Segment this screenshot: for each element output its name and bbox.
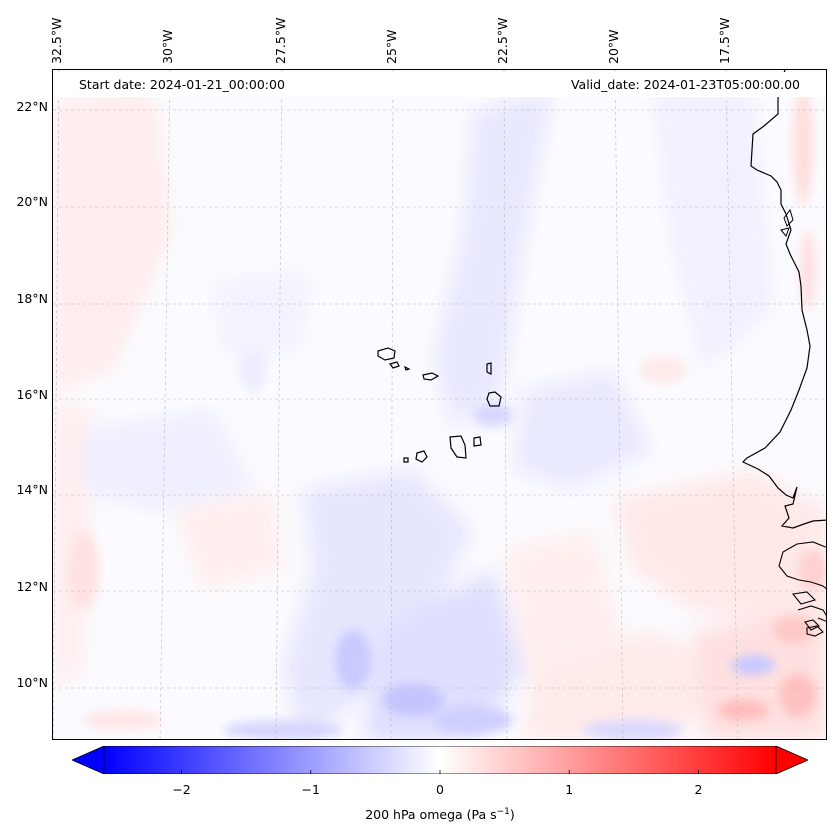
canary-coast-detail <box>780 208 794 237</box>
colorbar-extend-high <box>775 746 808 774</box>
omega-field <box>53 70 826 739</box>
colorbar-ramp <box>103 746 777 774</box>
lon-tick-label: 27.5°W <box>273 17 288 64</box>
colorbar-tick-label: 1 <box>565 782 574 797</box>
lat-tick-label: 20°N <box>16 194 48 209</box>
colorbar-tick-label: 2 <box>694 782 703 797</box>
lon-tick-label: 30°W <box>160 29 175 64</box>
guinea-bissau-coast <box>778 541 826 637</box>
graticule <box>53 70 826 739</box>
african-coastline <box>741 70 826 529</box>
omega-anomalies-fine <box>67 85 826 739</box>
colorbar <box>72 746 808 774</box>
lat-tick-label: 14°N <box>16 482 48 497</box>
lon-tick-label: 22.5°W <box>495 17 510 64</box>
date-header: Start date: 2024-01-21_00:00:00 Valid_da… <box>53 72 826 97</box>
lat-tick-label: 22°N <box>16 99 48 114</box>
lat-tick-label: 18°N <box>16 291 48 306</box>
omega-anomalies-broad <box>53 90 826 739</box>
lon-tick-label: 32.5°W <box>49 17 64 64</box>
colorbar-tick-label: 0 <box>436 782 444 797</box>
colorbar-tick-label: −1 <box>301 782 320 797</box>
lon-tick-label: 20°W <box>606 29 621 64</box>
colorbar-label: 200 hPa omega (Pa s−1) <box>365 807 515 823</box>
start-date-label: Start date: 2024-01-21_00:00:00 <box>79 77 285 92</box>
lat-tick-label: 10°N <box>16 675 48 690</box>
map-panel <box>52 69 827 740</box>
valid-date-label: Valid_date: 2024-01-23T05:00:00.00 <box>570 77 800 92</box>
colorbar-tick-label: −2 <box>172 782 191 797</box>
lat-tick-label: 12°N <box>16 579 48 594</box>
colorbar-extend-low <box>72 746 105 774</box>
lat-tick-label: 16°N <box>16 387 48 402</box>
lon-tick-label: 25°W <box>384 29 399 64</box>
colorbar-tickmarks <box>181 770 699 774</box>
cape-verde-islands <box>377 347 502 463</box>
lon-tick-label: 17.5°W <box>717 17 732 64</box>
